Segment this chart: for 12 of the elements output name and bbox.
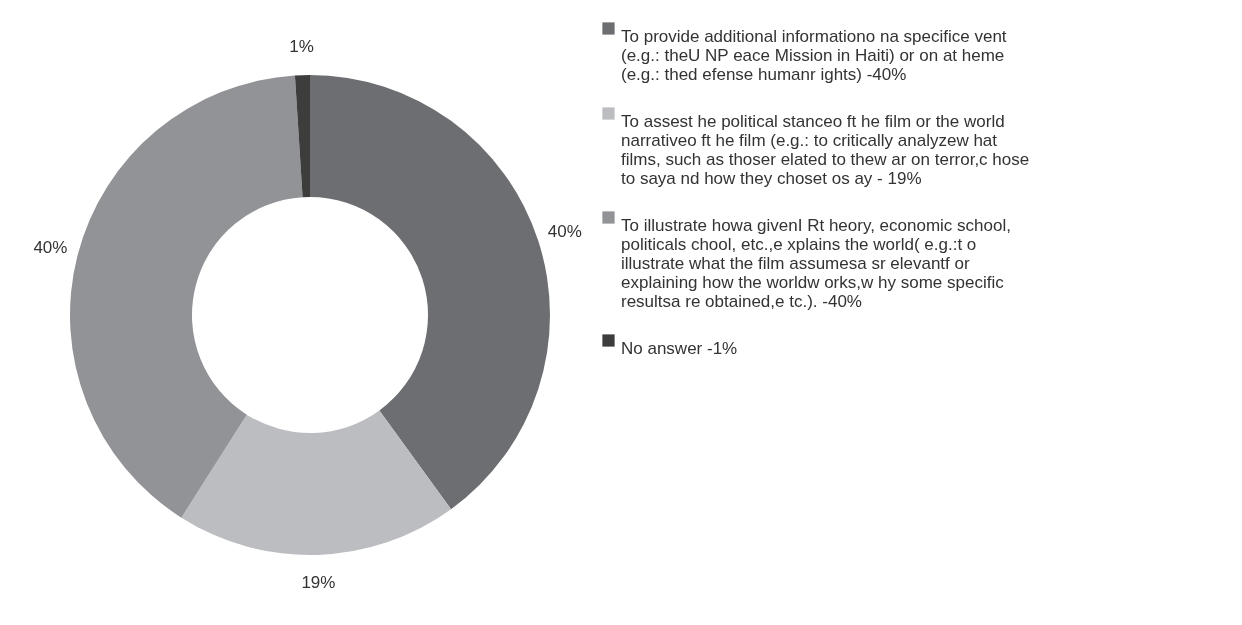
donut-slice <box>310 75 550 510</box>
legend-label: To provide additional informationo na specifice vent (e.g.: theU NP eace Mission in Haiti) or on at heme (e.g.: thed efense humanr ights) -40% <box>621 26 1007 84</box>
data-label: 40% <box>547 222 582 242</box>
donut-slice <box>70 75 303 518</box>
legend-label: To assest he political stanceo ft he film or the world narrativeo ft he film (e.g.: to critically analyzew hat films, such as thoser elated to thew ar on terror,c hose to saya nd how they choset os ay - 19% <box>621 111 1030 188</box>
data-label: 19% <box>301 572 336 592</box>
data-label: 1% <box>289 37 314 57</box>
donut-slice <box>181 410 452 555</box>
legend-label: No answer -1% <box>621 338 738 358</box>
data-label: 40% <box>33 238 68 258</box>
donut-slice <box>294 75 310 198</box>
legend-label: To illustrate howa givenI Rt heory, economic school, politicals chool, etc.,e xplains the world( e.g.:t o illustrate what the film assumesa sr elevantf or explaining how the worldw orks,w hy some specific resultsa re obtained,e tc.). -40% <box>621 215 1011 311</box>
